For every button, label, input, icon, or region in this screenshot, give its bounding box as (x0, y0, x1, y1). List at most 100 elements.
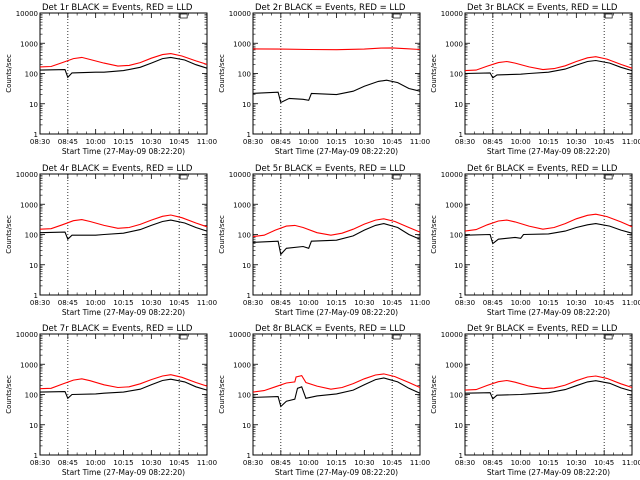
y-tick-label: 10 (242, 101, 251, 109)
x-tick-label: 08:45 (58, 138, 78, 146)
x-tick-label: 10:30 (141, 138, 161, 146)
x-tick-label: 10:30 (354, 138, 374, 146)
events-series-line (252, 223, 421, 256)
x-tick-label: 10:00 (511, 459, 531, 467)
x-axis-label: Start Time (27-May-09 08:22:20) (275, 147, 398, 156)
subplot-3: Det 3r BLACK = Events, RED = LLD 1 10 100 10… (430, 3, 640, 156)
plot-frame (252, 12, 421, 135)
y-tick-label: 1 (459, 131, 463, 139)
x-tick-label: 10:45 (382, 459, 402, 467)
lld-series-line (464, 375, 633, 391)
subplot-1: Det 1r BLACK = Events, RED = LLD 1 10 100 10… (5, 3, 217, 156)
x-tick-label: 10:00 (511, 138, 531, 146)
y-tick-label: 10 (242, 422, 251, 430)
y-tick-label: 100 (238, 71, 251, 79)
x-tick-label: 11:00 (622, 459, 640, 467)
events-series-line (464, 59, 633, 79)
y-tick-label: 1000 (233, 40, 251, 48)
lld-series-line (252, 47, 421, 51)
y-tick-label: 10 (242, 262, 251, 270)
y-tick-label: 10 (29, 422, 38, 430)
subplot-title: Det 6r BLACK = Events, RED = LLD (467, 164, 618, 174)
x-tick-label: 10:45 (594, 459, 614, 467)
x-tick-label: 08:30 (30, 299, 50, 307)
x-tick-label: 08:45 (483, 299, 503, 307)
y-tick-label: 10 (454, 422, 463, 430)
x-tick-label: 10:30 (141, 299, 161, 307)
x-tick-label: 10:15 (538, 459, 558, 467)
x-tick-label: 11:00 (410, 138, 430, 146)
y-tick-label: 1 (247, 452, 251, 460)
x-tick-label: 08:45 (271, 299, 291, 307)
x-tick-label: 10:15 (326, 138, 346, 146)
events-series-line (252, 79, 421, 104)
x-tick-label: 08:30 (243, 299, 263, 307)
plot-frame (464, 333, 633, 456)
x-tick-label: 08:45 (483, 459, 503, 467)
x-tick-label: 10:00 (511, 299, 531, 307)
x-axis-label: Start Time (27-May-09 08:22:20) (275, 468, 398, 477)
y-axis-label: Counts/sec (218, 215, 226, 254)
subplot-9: Det 9r BLACK = Events, RED = LLD 1 10 100 10… (430, 324, 640, 477)
x-tick-label: 10:30 (566, 299, 586, 307)
subplot-4: Det 4r BLACK = Events, RED = LLD 1 10 100 10… (5, 164, 217, 317)
events-series-line (252, 377, 421, 408)
events-series-line (464, 223, 633, 245)
x-tick-label: 10:45 (382, 138, 402, 146)
x-tick-label: 11:00 (622, 299, 640, 307)
flag-box-marker (604, 13, 613, 19)
y-axis-label: Counts/sec (430, 215, 438, 254)
y-tick-label: 100 (25, 232, 38, 240)
flag-box-marker (604, 334, 613, 340)
y-tick-label: 1000 (20, 201, 38, 209)
flag-box-marker (392, 334, 401, 340)
y-tick-label: 100 (450, 392, 463, 400)
y-tick-label: 10000 (229, 10, 251, 18)
x-tick-label: 10:15 (113, 138, 133, 146)
y-axis-label: Counts/sec (5, 54, 13, 93)
y-tick-label: 10000 (16, 171, 38, 179)
x-tick-label: 10:15 (113, 459, 133, 467)
x-tick-label: 11:00 (197, 138, 217, 146)
x-tick-label: 10:15 (538, 138, 558, 146)
y-tick-label: 1 (247, 292, 251, 300)
x-axis-label: Start Time (27-May-09 08:22:20) (275, 308, 398, 317)
x-tick-label: 10:30 (566, 138, 586, 146)
subplot-2: Det 2r BLACK = Events, RED = LLD 1 10 100 10… (218, 3, 430, 156)
x-tick-label: 10:45 (169, 299, 189, 307)
flag-box-marker (392, 174, 401, 180)
x-tick-label: 10:00 (299, 138, 319, 146)
lld-series-line (252, 218, 421, 238)
lld-series-line (39, 53, 208, 68)
y-tick-label: 10000 (441, 331, 463, 339)
x-tick-label: 11:00 (197, 459, 217, 467)
y-tick-label: 10 (29, 101, 38, 109)
x-tick-label: 08:30 (30, 459, 50, 467)
events-series-line (464, 380, 633, 400)
subplot-title: Det 3r BLACK = Events, RED = LLD (467, 3, 618, 13)
flag-box-marker (179, 174, 188, 180)
y-tick-label: 1 (34, 452, 38, 460)
x-tick-label: 08:45 (271, 459, 291, 467)
y-tick-label: 1000 (233, 201, 251, 209)
y-tick-label: 10000 (441, 10, 463, 18)
y-tick-label: 100 (238, 392, 251, 400)
lld-series-line (39, 374, 208, 390)
x-tick-label: 10:00 (86, 299, 106, 307)
x-tick-label: 10:00 (299, 299, 319, 307)
y-tick-label: 10 (454, 101, 463, 109)
subplot-6: Det 6r BLACK = Events, RED = LLD 1 10 100 10… (430, 164, 640, 317)
x-axis-label: Start Time (27-May-09 08:22:20) (487, 147, 610, 156)
plot-frame (39, 173, 208, 296)
y-tick-label: 10 (29, 262, 38, 270)
lld-series-line (39, 214, 208, 230)
y-tick-label: 10000 (16, 10, 38, 18)
x-tick-label: 10:30 (354, 459, 374, 467)
y-tick-label: 1000 (20, 361, 38, 369)
y-axis-label: Counts/sec (218, 54, 226, 93)
x-tick-label: 10:15 (538, 299, 558, 307)
y-tick-label: 100 (450, 71, 463, 79)
x-tick-label: 10:15 (326, 459, 346, 467)
y-tick-label: 100 (25, 392, 38, 400)
